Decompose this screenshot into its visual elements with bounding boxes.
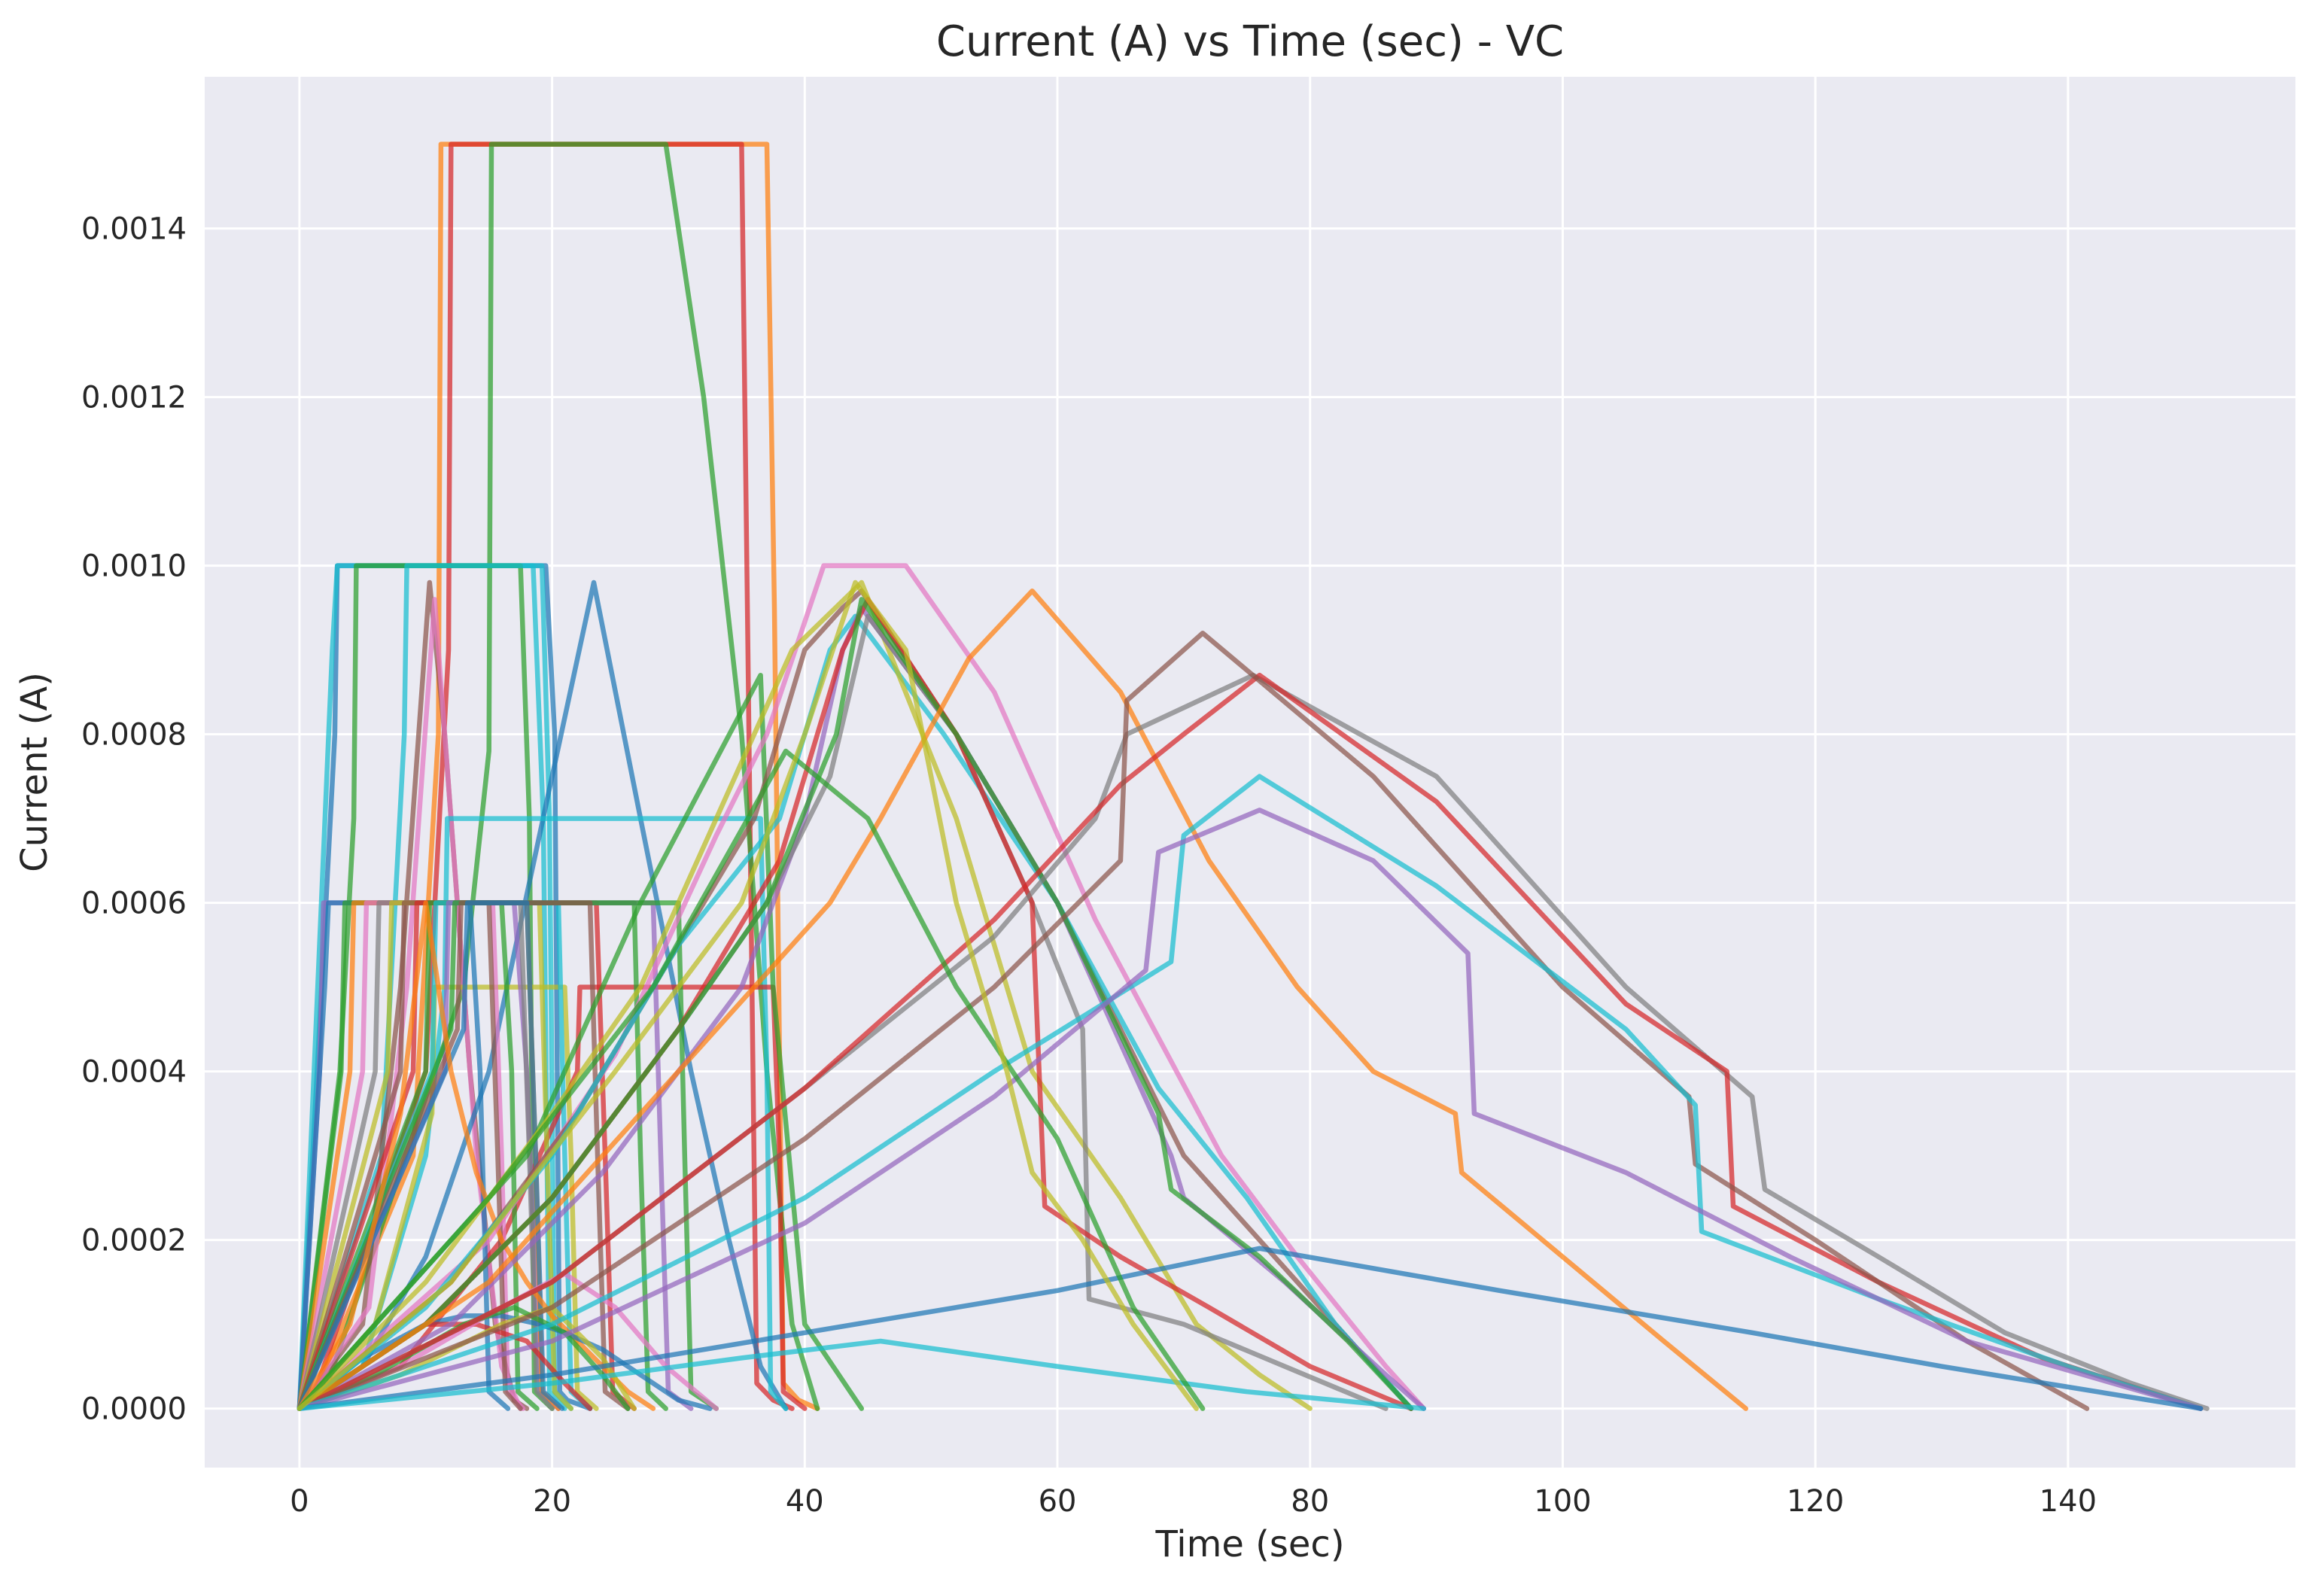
series-line-53 (297, 579, 1199, 1411)
series-line-46 (297, 672, 2204, 1411)
x-tick-label: 0 (290, 1484, 309, 1519)
series-layer (297, 141, 2210, 1411)
x-tick-label: 60 (1039, 1484, 1077, 1519)
x-tick-label: 140 (2040, 1484, 2097, 1519)
series-line-12 (297, 984, 599, 1411)
series-line-49 (297, 808, 2204, 1411)
x-tick-label: 80 (1291, 1484, 1329, 1519)
y-tick-label: 0.0012 (81, 381, 187, 415)
series-line-51 (297, 1338, 1427, 1411)
x-axis-label: Time (sec) (1154, 1523, 1344, 1565)
y-tick-label: 0.0006 (81, 887, 187, 921)
series-line-28 (297, 900, 565, 1411)
series-line-48 (297, 774, 2204, 1411)
x-tick-label: 20 (533, 1484, 571, 1519)
y-tick-label: 0.0002 (81, 1224, 187, 1258)
y-tick-label: 0.0004 (81, 1055, 187, 1090)
y-tick-label: 0.0000 (81, 1392, 187, 1427)
y-axis-ticks: 0.0000 0.0002 0.0004 0.0006 0.0008 0.0010 0.00… (81, 212, 187, 1427)
y-tick-label: 0.0010 (81, 549, 187, 584)
x-tick-label: 120 (1787, 1484, 1844, 1519)
x-axis-ticks: 0 20 40 60 80 100 120 140 (290, 1484, 2097, 1519)
y-tick-label: 0.0014 (81, 212, 187, 247)
y-tick-label: 0.0008 (81, 718, 187, 753)
chart-title: Current (A) vs Time (sec) - VC (936, 17, 1564, 66)
series-line-27 (297, 900, 631, 1411)
series-line-44 (297, 588, 1749, 1411)
x-tick-label: 40 (786, 1484, 824, 1519)
series-line-4 (297, 563, 593, 1411)
series-line-50 (297, 1246, 2204, 1411)
x-tick-label: 100 (1534, 1484, 1591, 1519)
y-axis-label: Current (A) (14, 672, 56, 872)
series-line-47 (297, 630, 2090, 1411)
series-line-35 (297, 672, 865, 1411)
series-line-52 (297, 748, 1206, 1411)
series-line-45 (297, 672, 2210, 1411)
